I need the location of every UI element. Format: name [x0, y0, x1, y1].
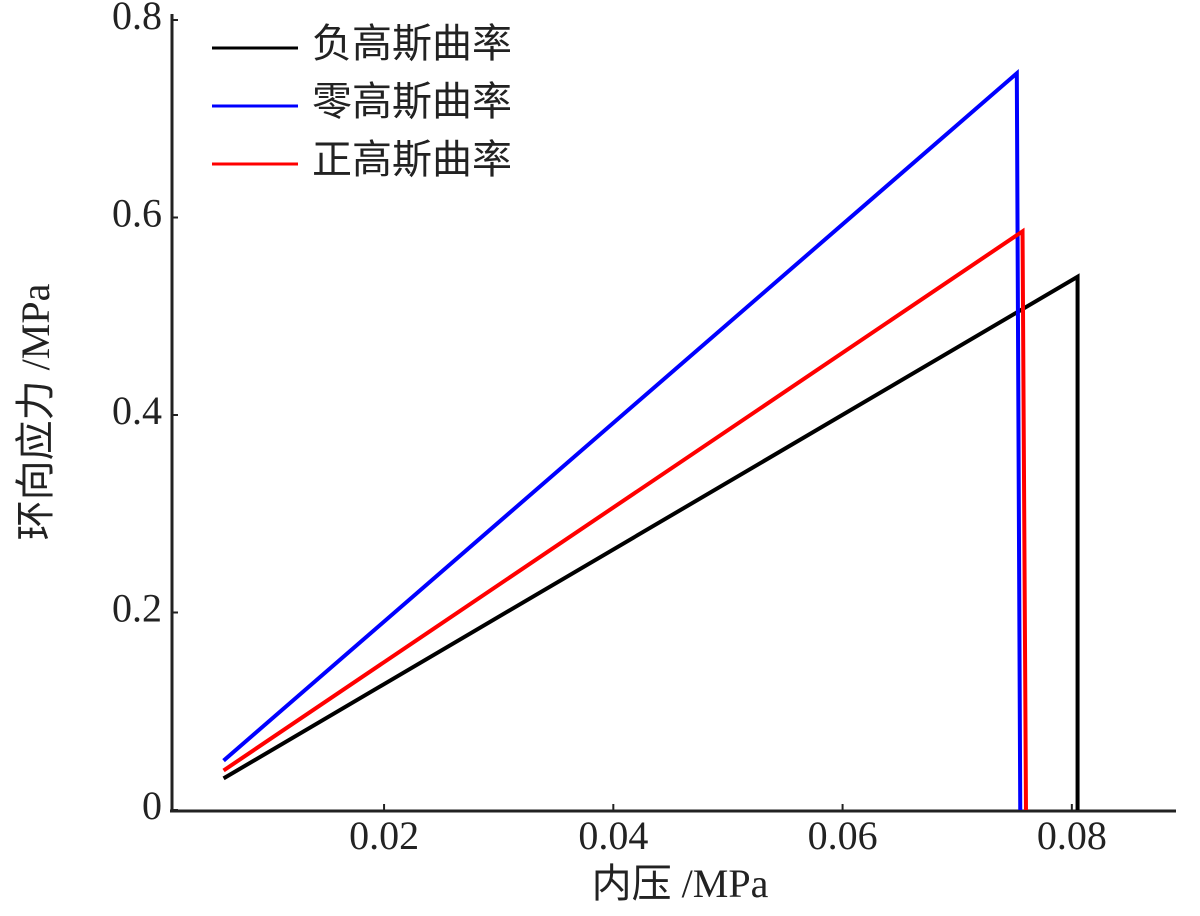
y-tick-label: 0.2	[112, 586, 162, 631]
x-tick-label: 0.02	[349, 813, 419, 858]
y-tick-label: 0.6	[112, 191, 162, 236]
x-tick-label: 0.04	[578, 813, 648, 858]
y-axis-label: 环向应力 /MPa	[13, 283, 58, 540]
legend-label: 正高斯曲率	[312, 137, 512, 182]
x-tick-label: 0.06	[808, 813, 878, 858]
series-line	[222, 273, 1080, 810]
legend-label: 负高斯曲率	[312, 21, 512, 66]
series-line	[222, 227, 1028, 811]
y-tick-label: 0	[142, 783, 162, 828]
y-tick-label: 0.8	[112, 0, 162, 38]
legend-label: 零高斯曲率	[312, 79, 512, 124]
x-axis-label: 内压 /MPa	[592, 861, 769, 906]
x-tick-label: 0.08	[1037, 813, 1107, 858]
series-line	[222, 68, 1023, 811]
y-tick-label: 0.4	[112, 388, 162, 433]
